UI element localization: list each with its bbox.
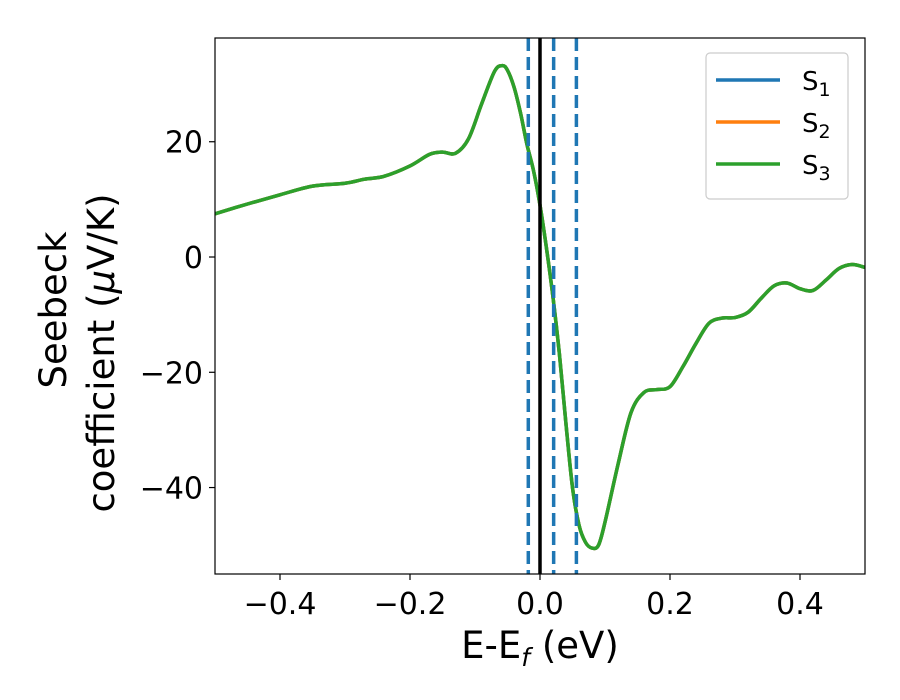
y-axis-label-line2: coefficient (μV/K)	[80, 193, 123, 512]
y-tick-label: 0	[184, 241, 203, 276]
x-tick-label: −0.4	[244, 587, 317, 622]
legend: S1 S2 S3	[705, 52, 849, 200]
legend-label-s1: S1	[802, 67, 831, 101]
legend-label-s2: S2	[802, 109, 831, 143]
x-tick-label: 0.0	[516, 587, 564, 622]
x-tick-label: −0.2	[374, 587, 447, 622]
legend-label-s3: S3	[802, 151, 831, 185]
y-tick-label: 20	[165, 126, 203, 161]
y-axis-label-line1: Seebeck	[32, 231, 75, 389]
x-tick-label: 0.4	[776, 587, 824, 622]
legend-items: S1 S2 S3	[716, 67, 831, 185]
y-tick-label: −40	[140, 472, 203, 507]
series-line-s3	[215, 63, 865, 551]
x-axis-label: E-Ef (eV)	[461, 624, 619, 672]
x-axis-ticks: −0.4 −0.2 0.0 0.2 0.4	[244, 574, 824, 622]
plot-curves	[215, 63, 865, 551]
x-tick-label: 0.2	[646, 587, 694, 622]
y-axis-ticks: −40 −20 0 20	[140, 126, 215, 507]
y-tick-label: −20	[140, 356, 203, 391]
fermi-level-markers	[526, 38, 579, 574]
